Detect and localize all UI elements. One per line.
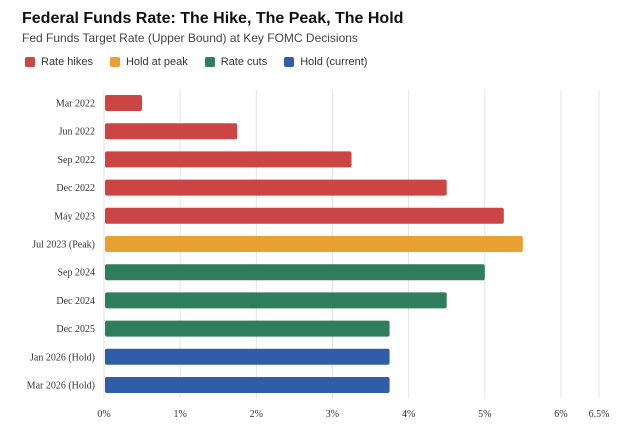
y-tick-label: May 2023 [54, 211, 95, 222]
x-tick-label: 5% [478, 409, 491, 420]
legend-item-rate-hikes[interactable]: Rate hikes [25, 56, 93, 68]
y-tick-label: Dec 2024 [56, 296, 95, 307]
bar[interactable] [105, 320, 390, 337]
bar[interactable] [105, 348, 390, 365]
y-tick-label: Sep 2024 [58, 268, 96, 279]
bar[interactable] [105, 95, 143, 111]
bar[interactable] [105, 151, 352, 168]
chart-subtitle: Fed Funds Target Rate (Upper Bound) at K… [22, 31, 358, 45]
y-tick-label: Dec 2022 [56, 183, 95, 194]
legend-item-hold-at-peak[interactable]: Hold at peak [109, 56, 188, 68]
x-tick-label: 4% [402, 409, 415, 420]
y-tick-label: Jan 2026 (Hold) [30, 352, 95, 363]
legend-label-rate-hikes: Rate hikes [41, 56, 93, 68]
legend-swatch-hold-current [284, 57, 295, 67]
bar[interactable] [105, 123, 238, 140]
bar[interactable] [105, 264, 485, 281]
y-tick-label: Jul 2023 (Peak) [32, 240, 95, 251]
chart-legend: Rate hikes Hold at peak Rate cuts Hold (… [25, 56, 367, 68]
x-tick-label: 6.5% [589, 409, 610, 420]
legend-label-hold-current: Hold (current) [300, 56, 368, 68]
bar[interactable] [105, 179, 447, 196]
x-tick-label: 3% [326, 409, 339, 420]
legend-label-hold-at-peak: Hold at peak [125, 56, 188, 68]
bar[interactable] [105, 207, 504, 224]
x-tick-label: 1% [173, 409, 186, 420]
legend-swatch-rate-cuts [204, 57, 215, 67]
legend-label-rate-cuts: Rate cuts [220, 56, 268, 68]
y-tick-label: Mar 2026 (Hold) [27, 381, 95, 392]
legend-item-rate-cuts[interactable]: Rate cuts [204, 56, 268, 68]
y-tick-label: Sep 2022 [58, 155, 96, 166]
chart-title: Federal Funds Rate: The Hike, The Peak, … [22, 10, 404, 27]
x-tick-label: 2% [250, 409, 263, 420]
bar[interactable] [105, 377, 390, 393]
bar[interactable] [105, 292, 447, 309]
x-tick-label: 0% [97, 409, 110, 420]
y-tick-label: Jun 2022 [59, 127, 95, 138]
x-tick-label: 6% [554, 409, 567, 420]
y-tick-label: Dec 2025 [56, 324, 95, 335]
bar[interactable] [105, 236, 523, 252]
legend-swatch-hold-at-peak [109, 57, 120, 67]
legend-item-hold-current[interactable]: Hold (current) [284, 56, 367, 68]
legend-swatch-rate-hikes [25, 57, 35, 67]
y-tick-label: Mar 2022 [56, 99, 95, 110]
